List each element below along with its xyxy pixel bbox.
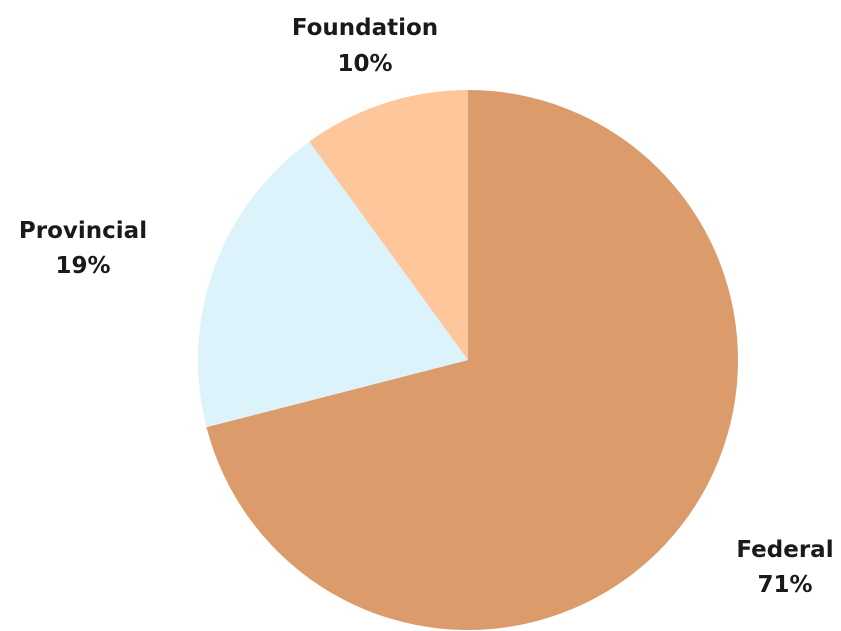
- slice-label-provincial: Provincial: [19, 218, 147, 244]
- slice-label-foundation: Foundation: [292, 15, 438, 41]
- slice-label-federal: Federal: [736, 537, 833, 563]
- pie-slice-federal: [206, 90, 738, 630]
- slice-value-federal: 71%: [757, 572, 812, 598]
- pie-labels: Federal 71% Provincial 19% Foundation 10%: [19, 15, 834, 598]
- slice-value-provincial: 19%: [55, 253, 110, 279]
- pie-slices: [197, 90, 738, 630]
- pie-slice-provincial: [197, 141, 468, 428]
- slice-value-foundation: 10%: [337, 51, 392, 77]
- pie-slice-foundation: [309, 90, 468, 360]
